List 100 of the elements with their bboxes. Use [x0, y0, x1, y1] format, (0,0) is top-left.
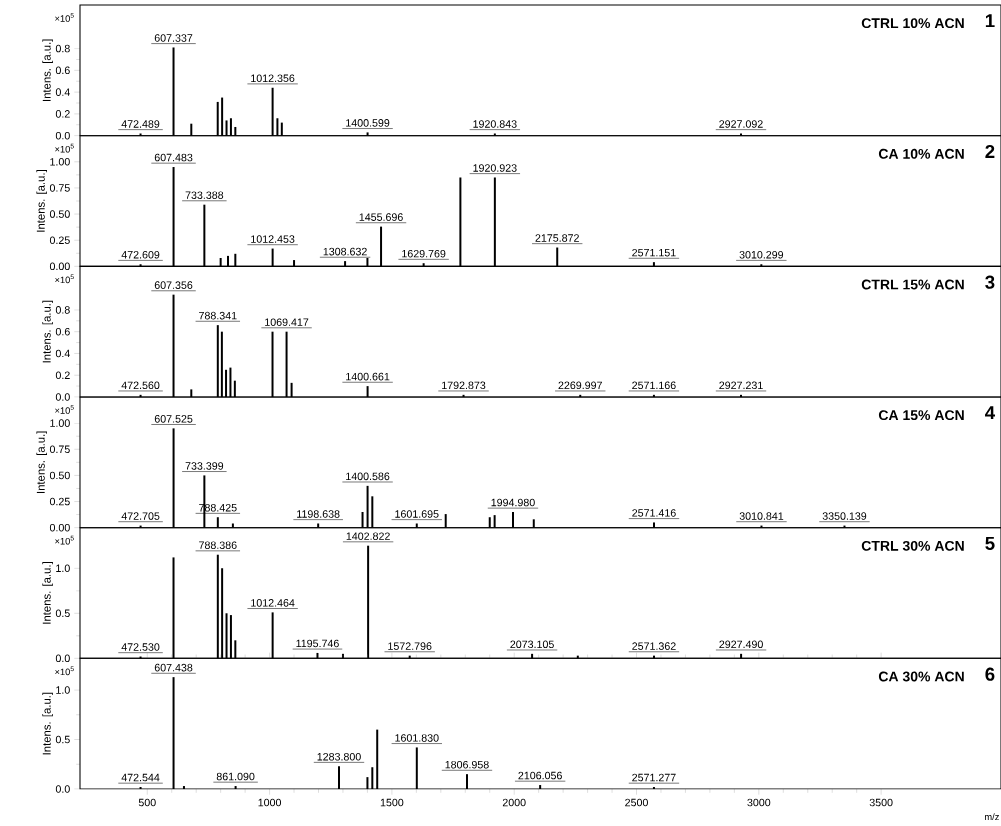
chart-subtitle: 3: [985, 275, 995, 289]
annotation: 607.356: [154, 281, 193, 289]
annotation: 2571.416: [632, 509, 676, 517]
y-tick-label: 0.25: [49, 497, 70, 506]
y-tick-label: 0.6: [55, 327, 70, 336]
y-tick-label: 1.0: [56, 564, 70, 572]
y-tick-label: 0.50: [49, 210, 70, 218]
y-tick-label: 0.2: [55, 110, 70, 118]
annotation: 733.388: [185, 191, 224, 199]
y-tick-label: 0.75: [49, 445, 70, 454]
text: ×10$^{5}$: [55, 405, 74, 414]
annotation: 2571.166: [632, 381, 676, 390]
chart-subtitle: 4: [985, 406, 996, 420]
y-tick-label: 0.6: [55, 66, 70, 75]
annotation: 2106.056: [518, 771, 562, 780]
chart-subtitle: 2: [985, 144, 995, 158]
y-tick-label: 1.0: [56, 686, 70, 694]
y-tick-label: 0.00: [49, 262, 70, 271]
annotation: 733.399: [185, 462, 224, 470]
annotation: 1601.695: [395, 510, 439, 518]
annotation: 3350.139: [822, 512, 867, 520]
text: ×10$^{5}$: [55, 274, 74, 284]
annotation: 2073.105: [510, 640, 554, 649]
y-axis-title: Intens. [a.u.]: [36, 170, 48, 232]
annotation: 1400.586: [346, 472, 390, 481]
text: CA 10% ACN: [878, 148, 964, 159]
annotation: 1455.696: [359, 213, 403, 221]
annotation: 861.090: [216, 772, 255, 781]
annotation: 472.489: [121, 120, 160, 128]
x-tick-label: 3500: [869, 798, 893, 807]
annotation: 1400.661: [346, 372, 390, 381]
annotation: 1195.746: [296, 639, 339, 648]
y-tick-label: 0.50: [49, 471, 70, 480]
annotation: 607.525: [154, 415, 193, 423]
annotation: 1920.923: [473, 164, 517, 172]
text: CA 30% ACN: [878, 671, 964, 682]
y-axis-title: Intens. [a.u.]: [42, 300, 53, 363]
text: CA 15% ACN: [878, 410, 964, 421]
x-tick-label: 2500: [625, 798, 648, 807]
text: ×10$^{5}$: [55, 535, 74, 545]
y-tick-label: 0.4: [55, 349, 70, 358]
y-tick-label: 0.2: [55, 371, 70, 380]
annotation: 607.337: [154, 34, 193, 42]
annotation: 2571.151: [632, 248, 676, 257]
annotation: 1012.453: [251, 235, 295, 243]
y-tick-label: 0.0: [55, 131, 70, 140]
y-axis-title: Intens. [a.u.]: [42, 39, 53, 101]
annotation: 1806.958: [445, 760, 489, 769]
annotation: 788.386: [199, 541, 237, 549]
annotation: 2927.092: [719, 120, 763, 128]
annotation: 3010.299: [739, 250, 784, 259]
y-tick-label: 1.00: [50, 158, 70, 166]
annotation: 1400.599: [346, 119, 390, 127]
y-tick-label: 1.00: [50, 419, 70, 427]
x-tick-label: 1000: [258, 798, 282, 807]
x-axis-title: m/z: [985, 813, 999, 821]
x-tick-label: 3000: [747, 798, 771, 807]
y-tick-label: 0.0: [55, 785, 70, 793]
x-tick-label: 500: [138, 798, 156, 807]
annotation: 1994.980: [491, 498, 535, 507]
text: ×10$^{5}$: [55, 666, 74, 676]
annotation: 1283.800: [317, 752, 361, 761]
annotation: 2269.997: [558, 381, 602, 390]
y-tick-label: 0.8: [55, 44, 70, 53]
annotation: 2175.872: [535, 234, 579, 242]
annotation: 1792.873: [442, 381, 486, 390]
y-tick-label: 0.0: [55, 393, 70, 401]
y-tick-label: 0.8: [55, 306, 70, 314]
y-tick-label: 0.5: [55, 735, 70, 744]
annotation: 607.438: [154, 663, 193, 672]
text: CTRL 30% ACN: [861, 540, 964, 551]
annotation: 472.705: [121, 512, 160, 520]
annotation: 3010.841: [739, 512, 784, 520]
annotation: 472.530: [121, 643, 160, 651]
y-tick-label: 0.0: [55, 654, 70, 663]
y-tick-label: 0.4: [55, 88, 70, 96]
annotation: 472.609: [121, 250, 160, 259]
annotation: 607.483: [154, 153, 193, 162]
annotation: 1601.830: [395, 734, 439, 742]
text: CTRL 15% ACN: [861, 279, 964, 290]
y-axis-title: Intens. [a.u.]: [36, 431, 48, 494]
annotation: 1308.632: [323, 247, 367, 256]
annotation: 472.544: [121, 773, 160, 782]
annotation: 1629.769: [402, 249, 446, 258]
annotation: 1198.638: [297, 510, 340, 518]
y-tick-label: 0.5: [55, 609, 70, 618]
x-tick-label: 2000: [502, 798, 526, 807]
chart-subtitle: 5: [985, 536, 995, 550]
annotation: 2571.362: [632, 642, 676, 650]
annotation: 788.341: [199, 311, 237, 320]
y-axis-title: Intens. [a.u.]: [42, 692, 53, 755]
y-tick-label: 0.00: [49, 523, 70, 532]
chart-subtitle: 6: [985, 667, 995, 681]
annotation: 1920.843: [473, 120, 517, 128]
y-tick-label: 0.75: [49, 184, 70, 192]
y-axis-title: Intens. [a.u.]: [42, 562, 53, 624]
chart-subtitle: 1: [985, 14, 995, 28]
annotation: 2927.231: [719, 381, 763, 390]
text: CTRL 10% ACN: [861, 18, 964, 29]
text: ×10$^{5}$: [55, 13, 74, 22]
